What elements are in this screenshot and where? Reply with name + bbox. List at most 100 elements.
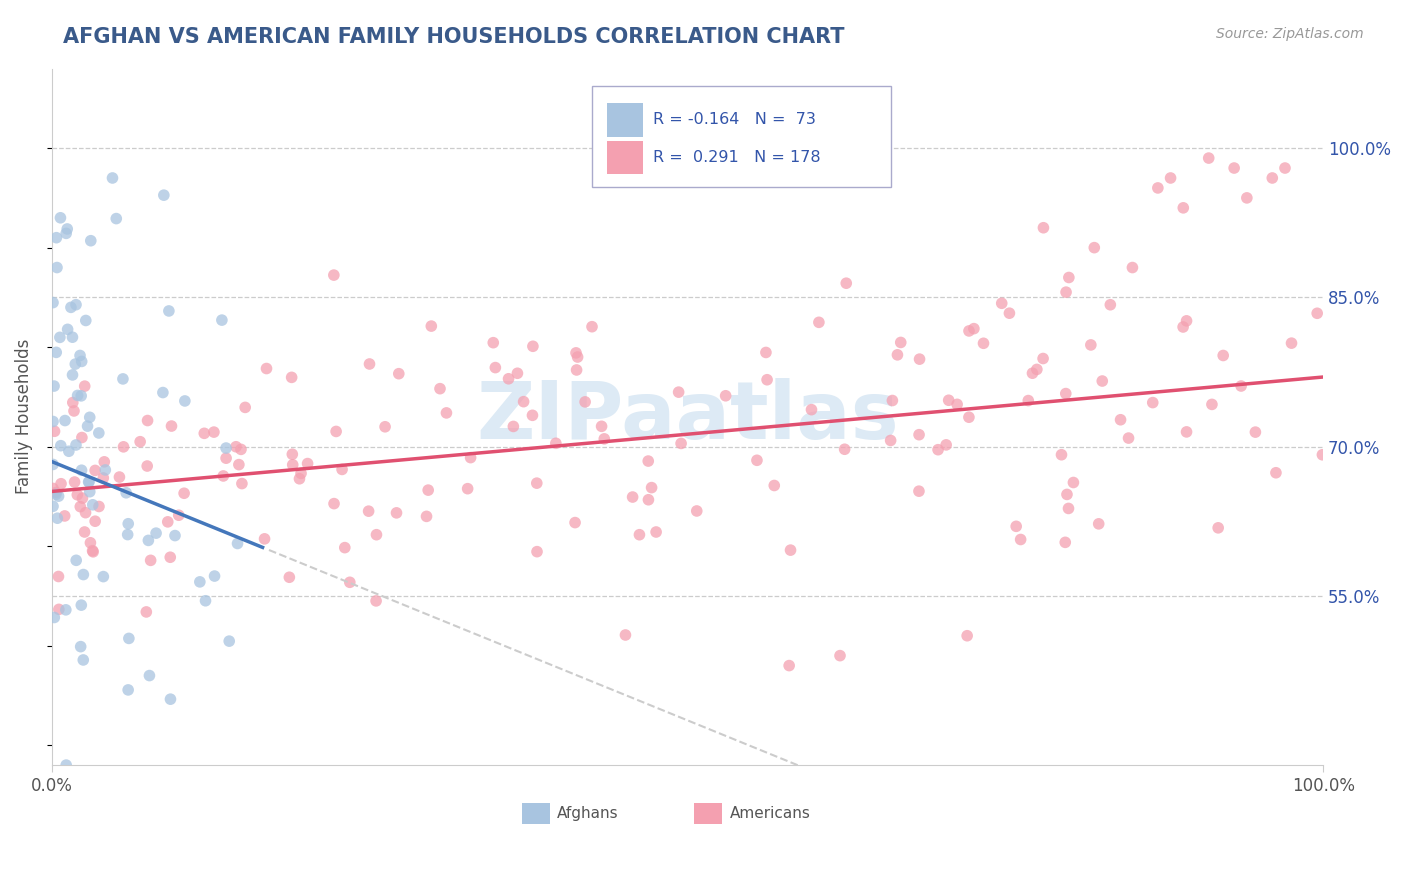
- Point: [323, 497, 346, 511]
- Point: [1175, 425, 1198, 439]
- Text: ZIPaatlas: ZIPaatlas: [477, 378, 898, 456]
- Point: [835, 276, 858, 290]
- Point: [565, 346, 588, 360]
- Point: [65, 357, 87, 371]
- Point: [621, 490, 644, 504]
- Text: AFGHAN VS AMERICAN FAMILY HOUSEHOLDS CORRELATION CHART: AFGHAN VS AMERICAN FAMILY HOUSEHOLDS COR…: [63, 27, 845, 46]
- Point: [645, 524, 668, 539]
- Point: [502, 419, 524, 434]
- Point: [278, 570, 301, 584]
- Point: [522, 409, 544, 423]
- Point: [956, 629, 979, 643]
- Point: [72, 567, 94, 582]
- Point: [55, 227, 77, 241]
- Point: [49, 476, 72, 491]
- Point: [215, 451, 238, 466]
- Point: [1236, 191, 1258, 205]
- Point: [290, 467, 312, 481]
- Point: [1005, 519, 1028, 533]
- Point: [1021, 366, 1043, 380]
- Point: [173, 393, 195, 408]
- Point: [112, 440, 135, 454]
- Point: [108, 470, 131, 484]
- Point: [157, 304, 180, 318]
- Point: [48, 602, 70, 616]
- Point: [42, 500, 65, 514]
- Point: [1080, 338, 1102, 352]
- Point: [138, 533, 160, 548]
- Point: [1025, 362, 1047, 376]
- Point: [1160, 171, 1182, 186]
- Point: [1010, 533, 1032, 547]
- Point: [45, 487, 67, 501]
- Point: [800, 402, 823, 417]
- Point: [484, 360, 506, 375]
- Point: [94, 463, 117, 477]
- Point: [66, 488, 89, 502]
- Point: [946, 397, 969, 411]
- Point: [69, 640, 91, 654]
- Point: [418, 483, 440, 497]
- Point: [436, 406, 458, 420]
- Point: [66, 388, 89, 402]
- Point: [567, 350, 589, 364]
- Point: [374, 419, 396, 434]
- Point: [59, 301, 82, 315]
- Point: [84, 514, 107, 528]
- Point: [1230, 379, 1253, 393]
- Text: Americans: Americans: [730, 806, 810, 822]
- Point: [330, 462, 353, 476]
- Point: [385, 506, 408, 520]
- Point: [79, 484, 101, 499]
- Point: [45, 345, 67, 359]
- Point: [139, 553, 162, 567]
- Point: [84, 463, 107, 477]
- Point: [93, 569, 115, 583]
- Point: [745, 453, 768, 467]
- Point: [333, 541, 356, 555]
- Point: [70, 598, 93, 612]
- Point: [204, 569, 226, 583]
- Point: [188, 574, 211, 589]
- Point: [218, 634, 240, 648]
- Point: [46, 511, 69, 525]
- Point: [544, 436, 567, 450]
- Point: [70, 354, 93, 368]
- Point: [42, 482, 65, 496]
- Point: [756, 373, 779, 387]
- Point: [1118, 431, 1140, 445]
- FancyBboxPatch shape: [592, 86, 891, 187]
- Point: [325, 425, 347, 439]
- Point: [1312, 448, 1334, 462]
- Point: [42, 415, 65, 429]
- Point: [231, 476, 253, 491]
- Point: [364, 594, 387, 608]
- Point: [226, 536, 249, 550]
- Point: [225, 440, 247, 454]
- Point: [48, 489, 70, 503]
- Point: [73, 379, 96, 393]
- Point: [117, 516, 139, 531]
- Point: [908, 484, 931, 499]
- Point: [1173, 201, 1195, 215]
- Point: [1261, 171, 1284, 186]
- Point: [778, 658, 800, 673]
- Point: [938, 393, 960, 408]
- Point: [87, 500, 110, 514]
- Point: [669, 436, 692, 450]
- Point: [136, 458, 159, 473]
- Point: [1281, 336, 1303, 351]
- Point: [512, 394, 534, 409]
- Text: R = -0.164   N =  73: R = -0.164 N = 73: [654, 112, 815, 127]
- Point: [288, 472, 311, 486]
- Point: [1017, 393, 1039, 408]
- Point: [65, 298, 87, 312]
- Point: [908, 427, 931, 442]
- Point: [628, 527, 651, 541]
- Point: [828, 648, 851, 663]
- Point: [927, 442, 949, 457]
- Point: [429, 382, 451, 396]
- Point: [640, 481, 662, 495]
- Point: [77, 475, 100, 489]
- Point: [498, 372, 520, 386]
